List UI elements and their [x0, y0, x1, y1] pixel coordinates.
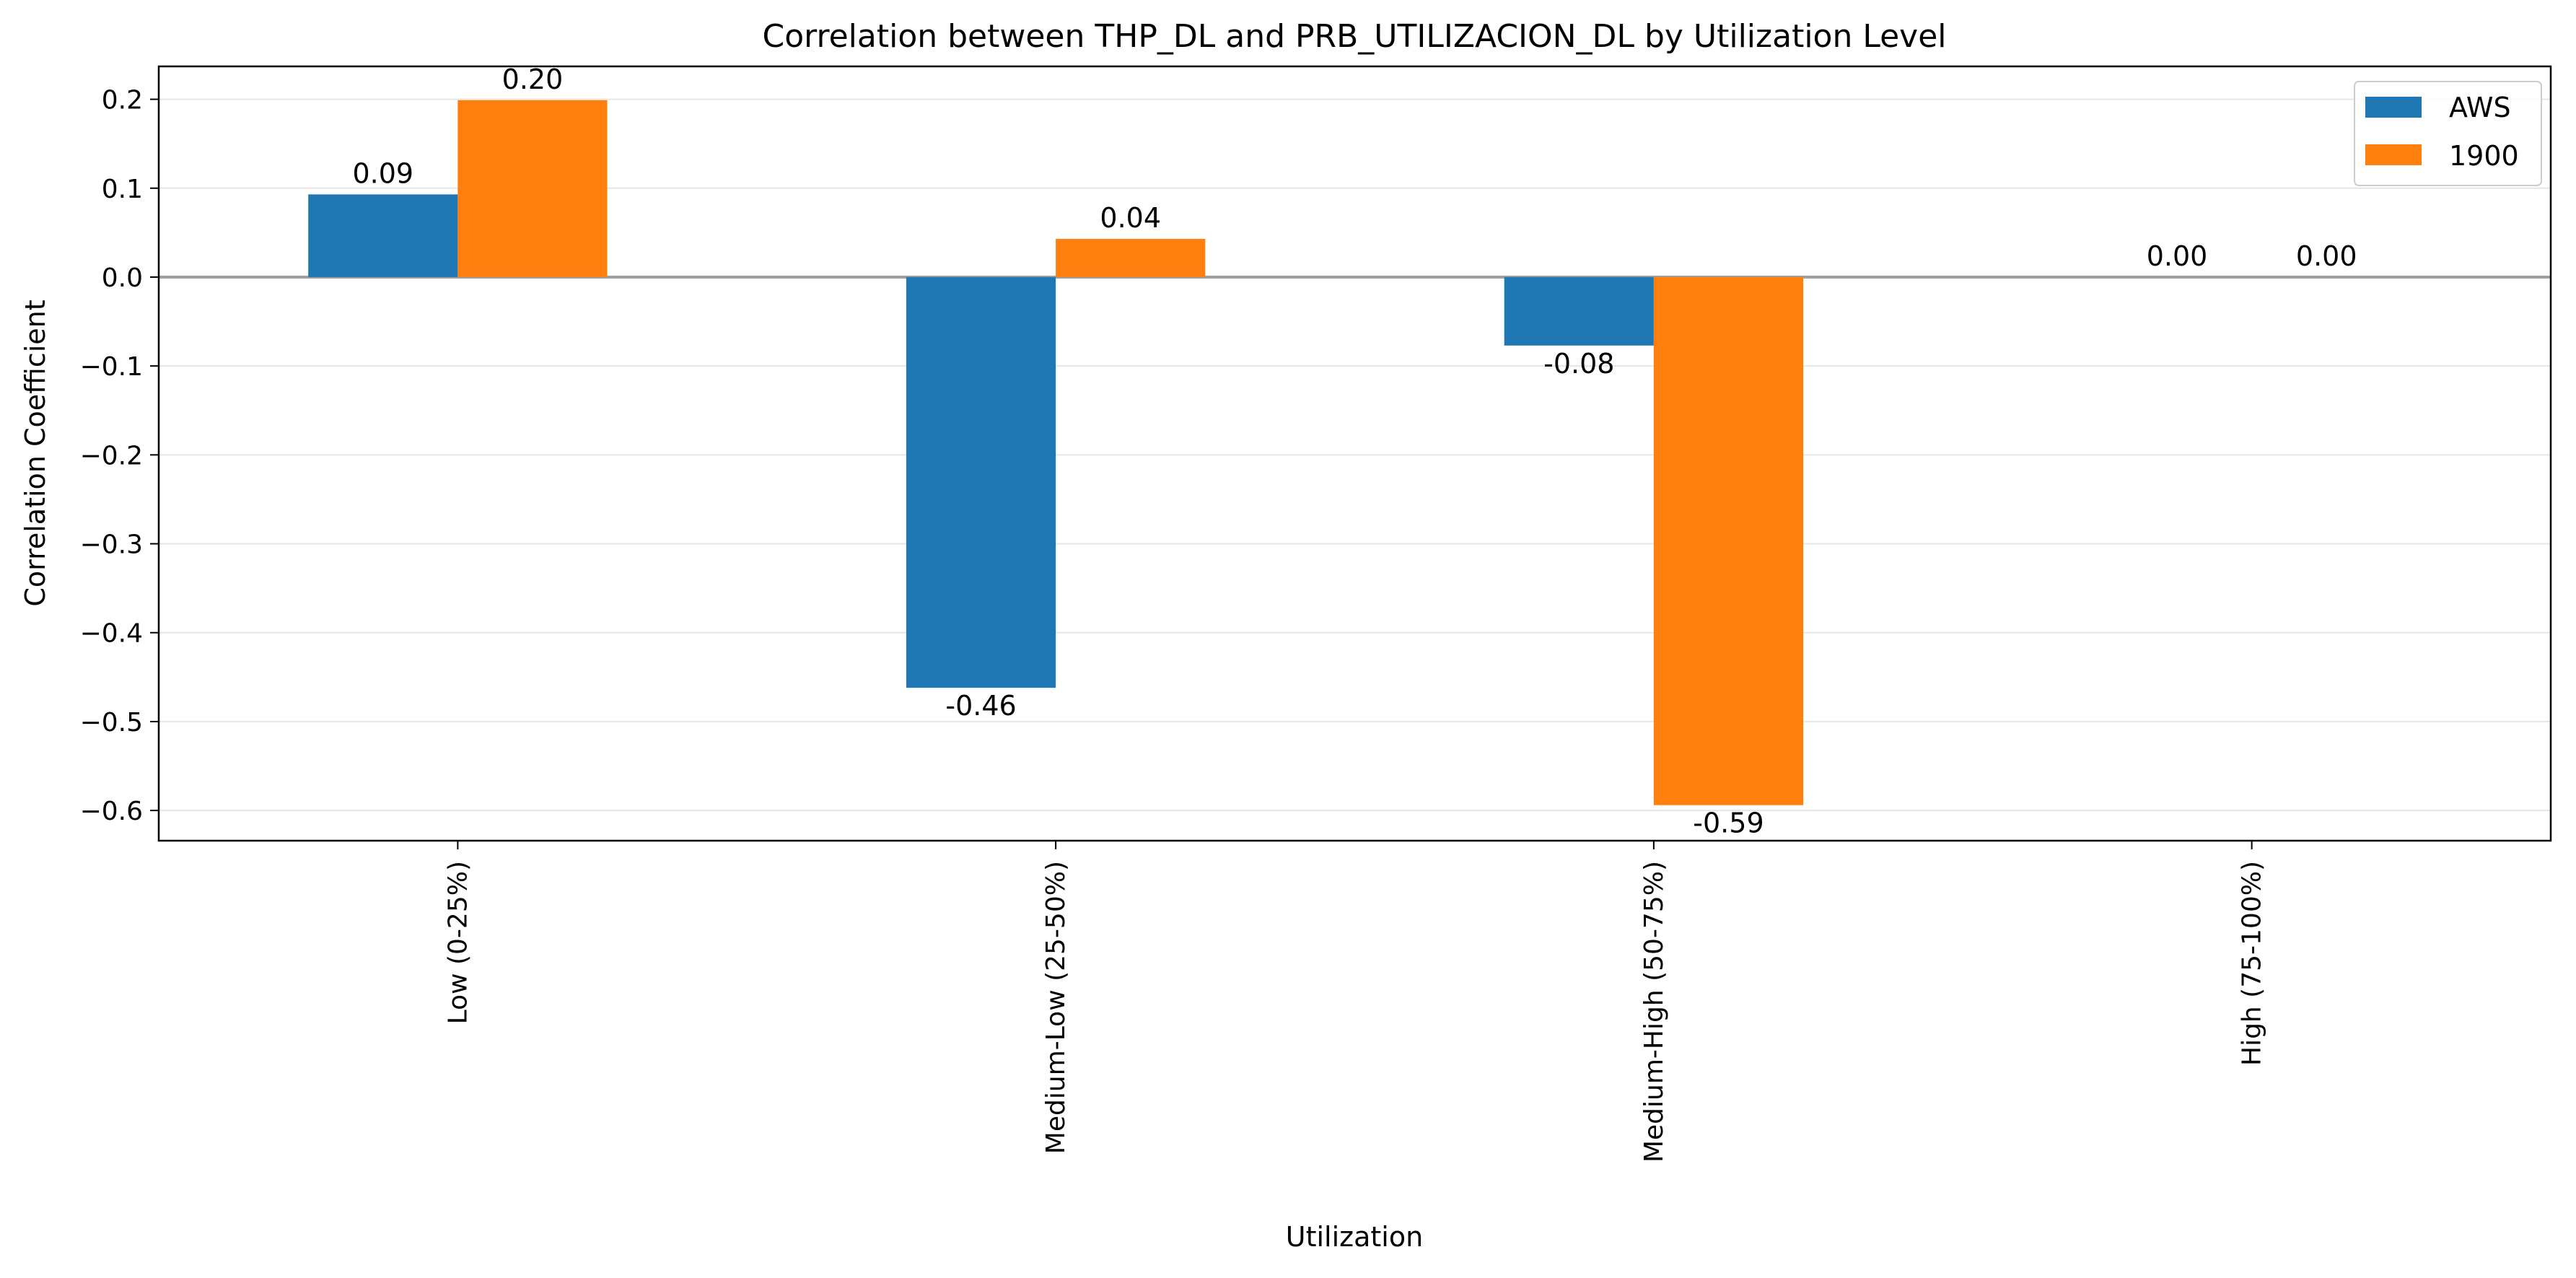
y-tick-label: −0.3: [80, 530, 143, 560]
bar-value-label-1900: 0.00: [2296, 240, 2357, 272]
bars: [308, 100, 1804, 805]
bar-1900: [457, 100, 608, 277]
legend-label-aws: AWS: [2449, 92, 2511, 123]
bar-value-label-aws: -0.08: [1543, 348, 1614, 380]
y-tick-label: −0.1: [80, 352, 143, 382]
plot-frame: [157, 65, 2552, 842]
bar-value-label-1900: 0.04: [1100, 202, 1161, 234]
bar-aws: [308, 194, 458, 277]
bar-aws: [1504, 276, 1654, 346]
bar-value-labels: 0.09 0.20 -0.46 0.04 -0.08 -0.59 0.00 0.00: [352, 64, 2357, 839]
legend-swatch-1900: [2365, 144, 2422, 165]
y-axis-ticks: 0.2 0.1 0.0 −0.1 −0.2 −0.3 −0.4 −0.5 −0.6: [80, 86, 159, 826]
y-tick-label: −0.6: [80, 797, 143, 826]
bar-value-label-aws: 0.09: [352, 157, 413, 189]
bar-value-label-aws: 0.00: [2147, 240, 2208, 272]
bar-1900: [1653, 276, 1804, 805]
y-tick-label: 0.1: [102, 175, 143, 204]
y-axis-label: Correlation Coefficient: [19, 299, 51, 606]
bar-value-label-1900: 0.20: [502, 64, 564, 95]
bar-1900: [1056, 238, 1206, 277]
bar-aws: [906, 276, 1056, 688]
bar-value-label-aws: -0.46: [945, 690, 1016, 722]
y-tick-label: 0.2: [102, 86, 143, 115]
y-tick-label: 0.0: [102, 263, 143, 293]
x-axis-ticks: Low (0-25%) Medium-Low (25-50%) Medium-Hig…: [443, 841, 2267, 1163]
x-tick-label: Medium-High (50-75%): [1639, 861, 1669, 1163]
x-tick-label: Low (0-25%): [443, 861, 473, 1024]
x-axis-label: Utilization: [1286, 1221, 1423, 1253]
y-tick-label: −0.5: [80, 708, 143, 738]
y-tick-label: −0.4: [80, 619, 143, 649]
x-tick-label: Medium-Low (25-50%): [1041, 861, 1071, 1154]
x-tick-label: High (75-100%): [2238, 861, 2267, 1066]
legend-swatch-aws: [2365, 97, 2422, 118]
chart-title: Correlation between THP_DL and PRB_UTILI…: [763, 18, 1947, 55]
legend: AWS 1900: [2354, 81, 2542, 186]
y-tick-label: −0.2: [80, 441, 143, 471]
bar-value-label-1900: -0.59: [1693, 807, 1764, 839]
legend-label-1900: 1900: [2449, 140, 2519, 172]
